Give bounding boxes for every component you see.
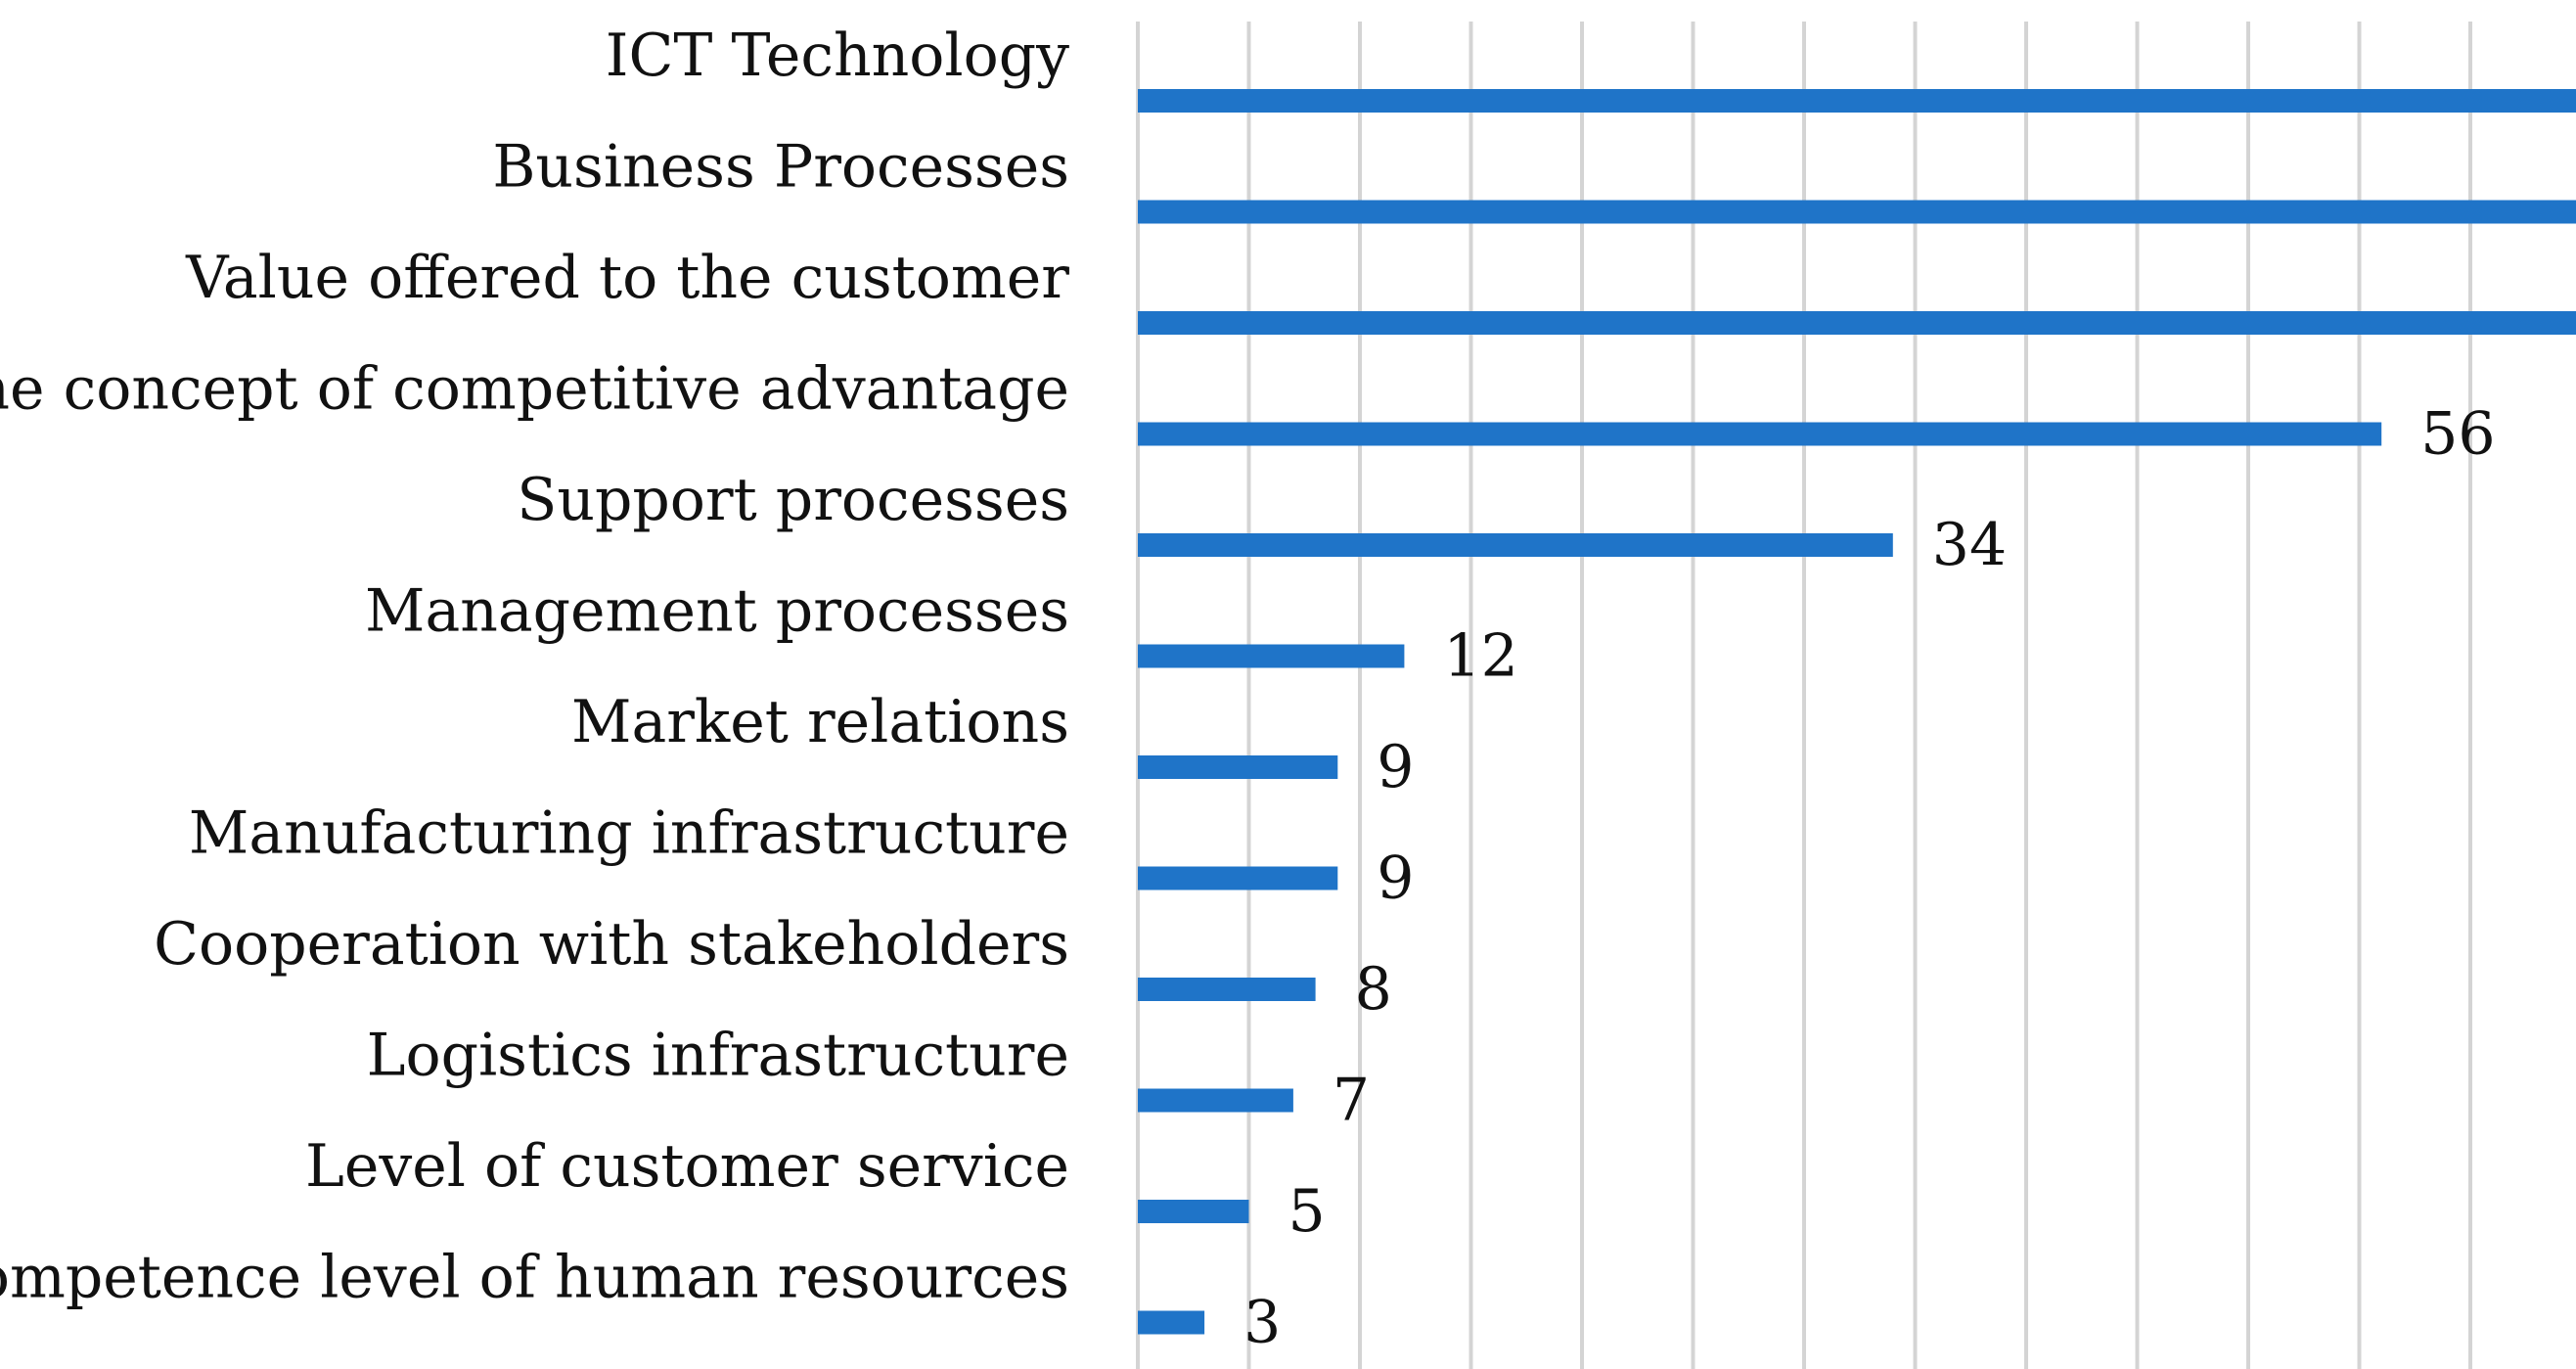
bar <box>1138 644 1405 668</box>
category-label: Management processes <box>365 577 1069 646</box>
gridlines <box>1136 22 2472 1369</box>
bar <box>1138 89 2576 113</box>
category-label: Support processes <box>517 466 1069 534</box>
bar <box>1138 1200 1249 1223</box>
category-label: Manufacturing infrastructure <box>189 799 1069 868</box>
category-label: Cooperation with stakeholders <box>154 910 1069 979</box>
category-label: Competence level of human resources <box>0 1244 1069 1312</box>
category-label: Business Processes <box>492 133 1069 202</box>
bars <box>1138 89 2576 1335</box>
bar <box>1138 1088 1293 1113</box>
category-label: Market relations <box>571 688 1069 756</box>
bar <box>1138 533 1893 557</box>
bar <box>1138 1310 1205 1335</box>
category-label: ICT Technology <box>606 22 1069 90</box>
bar <box>1138 866 1338 890</box>
data-label: 9 <box>1377 733 1414 801</box>
category-label: Logistics infrastructure <box>367 1022 1069 1090</box>
data-label: 12 <box>1443 622 1517 691</box>
category-label: The concept of competitive advantage <box>0 355 1069 424</box>
data-label: 7 <box>1333 1067 1370 1135</box>
category-label: Value offered to the customer <box>185 244 1069 312</box>
value-labels: 707070563412998753 <box>1243 400 2495 1357</box>
category-label: Level of customer service <box>305 1132 1069 1201</box>
data-label: 5 <box>1288 1177 1326 1246</box>
data-label: 9 <box>1377 844 1414 913</box>
bar <box>1138 311 2576 335</box>
bar <box>1138 200 2576 224</box>
data-label: 34 <box>1932 511 2007 579</box>
data-label: 8 <box>1355 955 1392 1024</box>
bar <box>1138 755 1338 779</box>
data-label: 3 <box>1243 1289 1281 1357</box>
category-labels: ICT Technology Business Processes Value of… <box>0 22 1069 1312</box>
data-label: 56 <box>2420 400 2495 469</box>
bar <box>1138 978 1316 1001</box>
bar <box>1138 422 2382 446</box>
